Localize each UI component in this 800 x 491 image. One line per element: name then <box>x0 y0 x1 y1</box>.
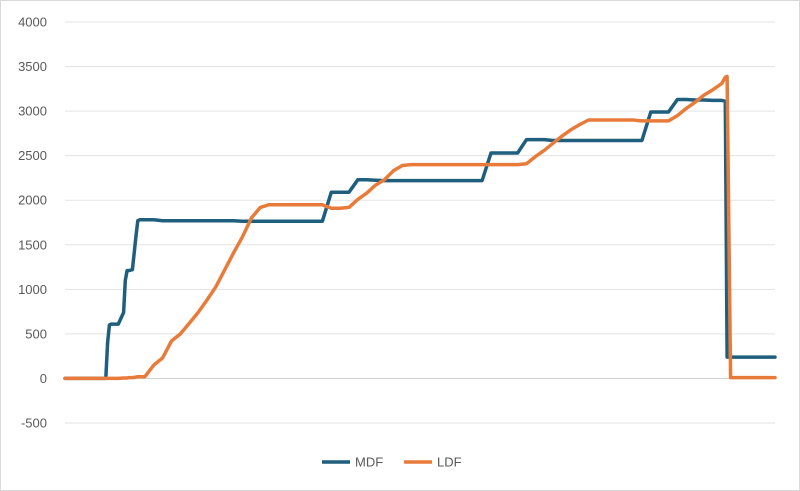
series-line-mdf <box>63 97 777 381</box>
series-line-ldf <box>63 74 777 381</box>
legend-label: LDF <box>437 455 462 470</box>
legend-item-mdf: MDF <box>322 455 383 470</box>
legend-item-ldf: LDF <box>404 455 462 470</box>
legend-label: MDF <box>355 455 383 470</box>
y-tick-label: 4000 <box>18 15 47 30</box>
y-axis-tick-labels: 4000 3500 3000 2500 2000 1500 1000 500 0 -500 <box>18 15 47 431</box>
y-tick-label: 1500 <box>18 237 47 252</box>
gridlines <box>65 21 775 424</box>
y-tick-label: 2500 <box>18 148 47 163</box>
y-tick-label: 3500 <box>18 59 47 74</box>
y-tick-label: 2000 <box>18 193 47 208</box>
y-tick-label: 500 <box>25 326 47 341</box>
y-tick-label: -500 <box>21 416 47 431</box>
series-lines <box>63 74 777 381</box>
y-tick-label: 0 <box>40 371 47 386</box>
y-tick-label: 1000 <box>18 282 47 297</box>
legend: MDF LDF <box>322 455 462 470</box>
y-tick-label: 3000 <box>18 104 47 119</box>
